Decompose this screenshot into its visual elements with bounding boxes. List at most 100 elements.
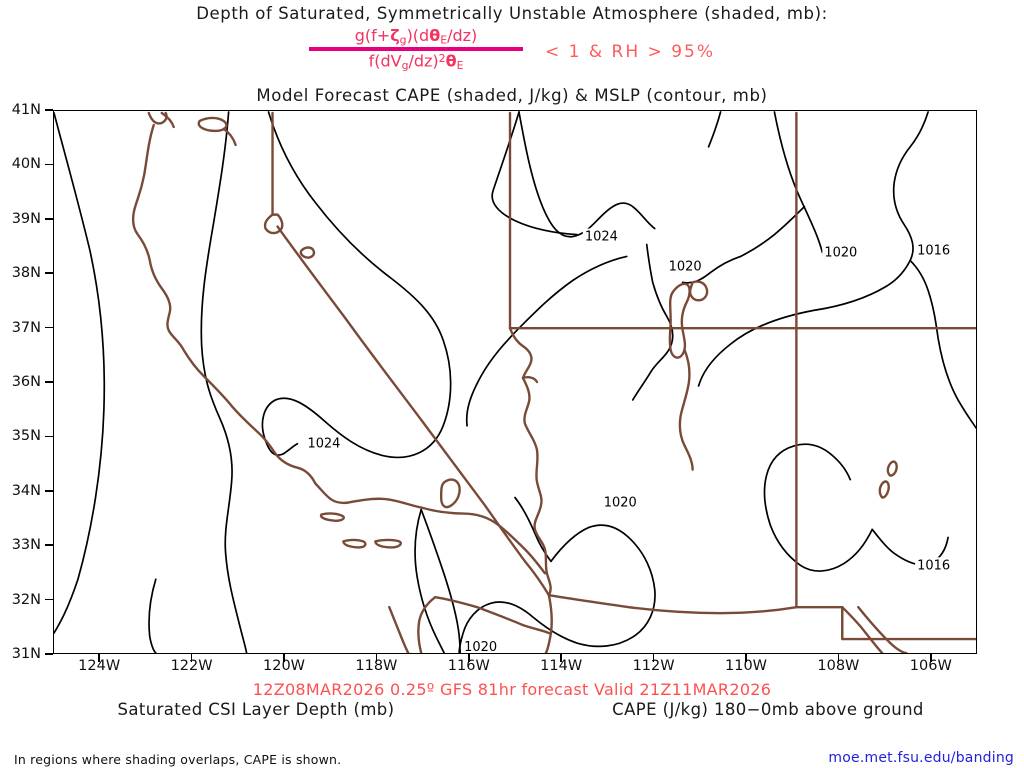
y-axis-tick-label: 40N [11,156,41,173]
x-axis-tick-label: 110W [724,658,768,674]
y-axis-tick-mark [45,381,53,383]
border-nm-south [795,605,976,641]
lake-salton-sea [439,478,461,509]
mslp-contour-group [54,111,976,653]
lake-elephant-butte [878,480,890,499]
y-axis-tick-label: 35N [11,428,41,445]
contour-line [420,508,461,653]
contour-line [681,255,742,284]
colorado-river [521,376,552,597]
lake-mead [521,376,539,384]
contour-label: 1024 [582,228,619,245]
contour-label: 1016 [915,557,952,573]
coastline-fragment [222,127,237,147]
contour-line [631,371,652,401]
contour-line [697,259,911,387]
border-az-mexico [544,594,553,653]
page-subtitle: Model Forecast CAPE (shaded, J/kg) & MSL… [256,86,768,105]
x-axis-tick-label: 112W [632,658,675,674]
x-axis-tick-mark [930,654,932,662]
y-axis-tick-label: 31N [11,646,41,662]
x-axis-tick-label: 108W [817,658,860,674]
svg-text:1020: 1020 [669,259,702,274]
y-axis-tick-mark [45,544,53,546]
svg-text:1024: 1024 [307,437,340,452]
map-plot-area[interactable]: 1024 1020 1020 1016 1024 1020 1016 1020 [53,110,977,654]
contour-line [261,111,452,459]
caption-right: CAPE (J/kg) 180−0mb above ground [612,700,924,719]
svg-text:1016: 1016 [917,243,950,258]
contour-label: 1020 [822,244,859,260]
border-us-mexico-ca [433,596,551,635]
footer-note: In regions where shading overlaps, CAPE … [14,752,342,767]
contour-line [282,442,299,455]
y-axis-tick-mark [45,653,53,655]
lake-great-salt [688,280,709,302]
contour-line [491,111,578,236]
contour-label: 1016 [915,242,952,258]
svg-text:1020: 1020 [824,245,857,260]
coastline-california [131,123,317,485]
border-ca-nv [276,225,551,597]
x-axis-tick-mark [98,654,100,662]
coastline-north [160,111,175,129]
formula-denominator: f(dVg/dz)2θE [368,52,464,73]
contour-line [200,111,248,653]
contour-line [892,111,929,262]
lake-elephant-butte [886,460,898,477]
coastline-baja [417,596,437,653]
x-axis-tick-label: 118W [355,658,398,674]
svg-text:1020: 1020 [464,640,497,653]
lake-north [197,116,228,133]
y-axis-tick-mark [45,598,53,601]
island [374,538,403,549]
formula-fraction: g(f+ζg)(dθE/dz) f(dVg/dz)2θE [309,26,524,73]
y-axis-tick-label: 32N [11,591,41,608]
island [319,512,345,522]
border-ca-nv [263,213,284,235]
x-axis-tick-mark [837,654,840,662]
caption-left: Saturated CSI Layer Depth (mb) [117,700,395,719]
y-axis-tick-label: 37N [11,319,41,336]
contour-line [518,111,656,238]
x-axis-tick-label: 114W [540,658,583,674]
lake-ca-north [299,246,316,259]
contour-label: 1020 [666,258,703,274]
caption-row: Saturated CSI Layer Depth (mb) CAPE (J/k… [0,700,1024,719]
page-title: Depth of Saturated, Symmetrically Unstab… [196,4,828,23]
coastline-socal [314,482,547,575]
x-axis-tick-mark [745,654,747,662]
x-axis-tick-label: 120W [262,658,306,674]
coastline-baja [388,605,410,653]
formula-condition: < 1 & RH > 95% [545,41,715,62]
contour-line [54,112,106,634]
y-axis-tick-mark [45,163,53,166]
x-axis-tick-mark [468,654,470,662]
contour-line [763,443,874,572]
forecast-valid-line: 12Z08MAR2026 0.25º GFS 81hr forecast Val… [252,680,772,699]
lake-great-salt [668,282,691,359]
y-axis-tick-label: 36N [11,374,41,390]
island [342,538,367,549]
contour-line [148,578,157,653]
contour-line [739,205,806,258]
x-axis-tick-mark [652,654,655,662]
svg-text:1016: 1016 [917,558,950,573]
x-axis-tick-mark [560,654,562,662]
contour-label: 1024 [305,435,342,452]
contour-line [707,111,722,148]
contour-line [909,259,976,429]
contour-label: 1020 [601,494,638,511]
contour-line [458,524,656,653]
x-axis-tick-label: 124W [78,658,121,674]
formula-numerator: g(f+ζg)(dθE/dz) [354,26,478,47]
rio-grande [857,605,908,653]
y-axis-tick-label: 39N [11,210,41,227]
river-gila [683,444,694,471]
map-svg: 1024 1020 1020 1016 1024 1020 1016 1020 [54,111,976,653]
y-axis-tick-label: 41N [11,102,41,118]
y-axis-tick-mark [45,218,53,220]
y-axis-tick-mark [45,326,53,329]
footer-url-link[interactable]: moe.met.fsu.edu/banding [828,750,1014,766]
border-nv-az [508,327,533,380]
